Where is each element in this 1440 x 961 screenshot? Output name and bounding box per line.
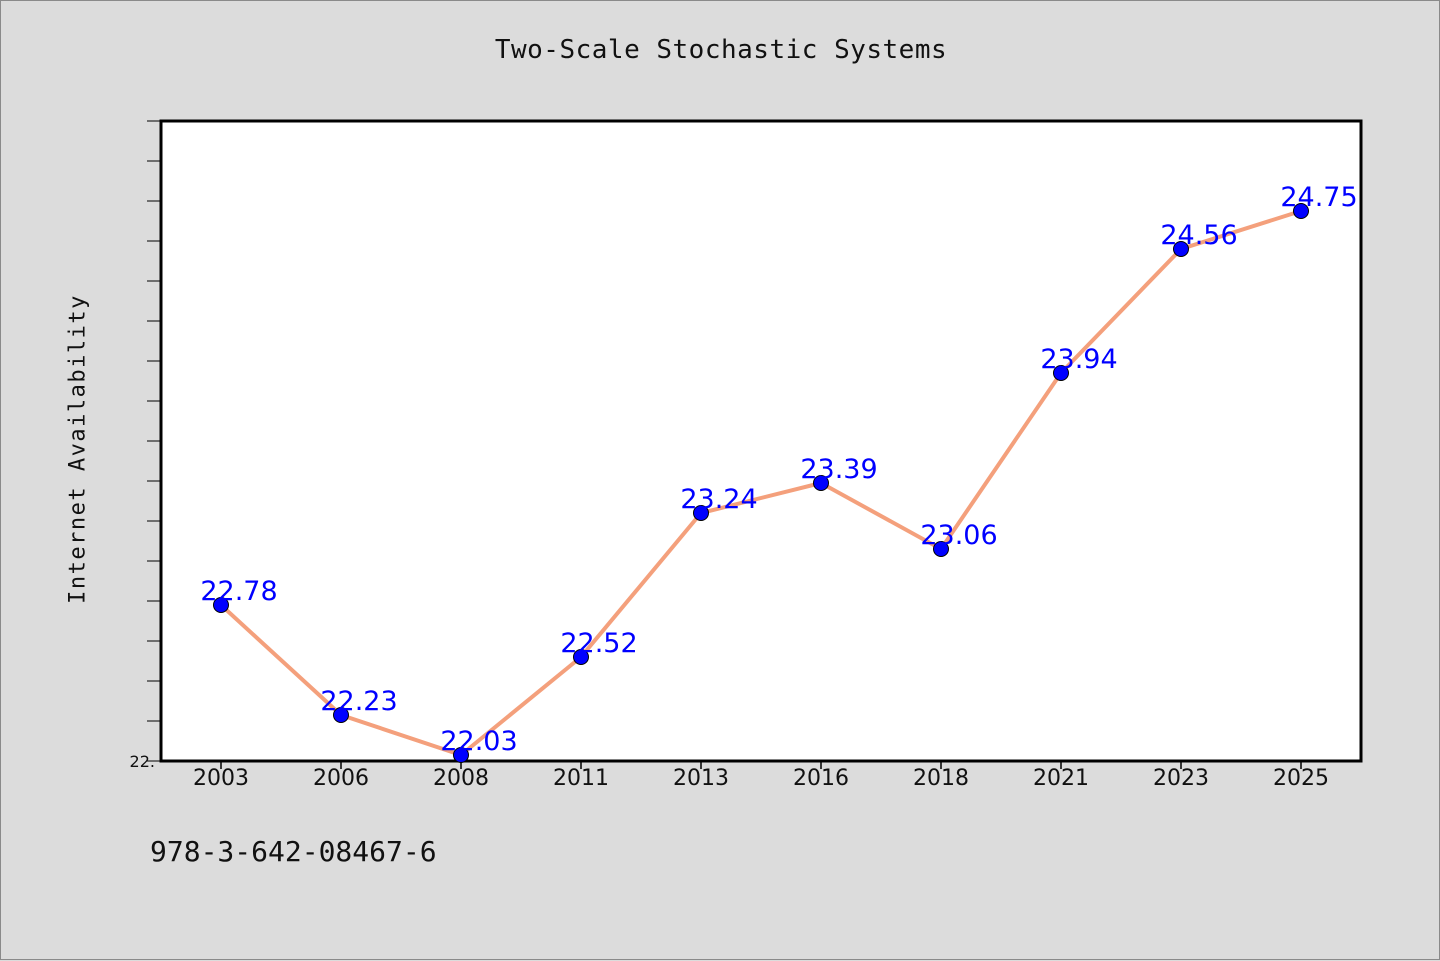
data-point — [1293, 203, 1309, 219]
plot-area — [159, 119, 1363, 763]
data-point — [333, 707, 349, 723]
data-label: 22.78 — [200, 576, 277, 607]
data-label: 23.06 — [920, 520, 997, 551]
x-tick-label: 2006 — [313, 766, 369, 791]
data-point — [453, 747, 469, 763]
x-tick-label: 2021 — [1033, 766, 1089, 791]
x-tick-label: 2008 — [433, 766, 489, 791]
data-label: 23.24 — [680, 484, 757, 515]
data-point — [933, 541, 949, 557]
x-tick-label: 2013 — [673, 766, 729, 791]
x-tick-label: 2016 — [793, 766, 849, 791]
data-label: 22.23 — [320, 686, 397, 717]
data-point — [573, 649, 589, 665]
data-label: 23.94 — [1040, 344, 1117, 375]
x-tick-label: 2018 — [913, 766, 969, 791]
data-label: 22.52 — [560, 628, 637, 659]
x-tick-label: 2023 — [1153, 766, 1209, 791]
data-point — [693, 505, 709, 521]
data-point — [213, 597, 229, 613]
data-point — [813, 475, 829, 491]
data-point — [1053, 365, 1069, 381]
chart-title: Two-Scale Stochastic Systems — [494, 35, 948, 65]
data-label: 24.56 — [1160, 220, 1237, 251]
isbn-code: 978-3-642-08467-6 — [150, 835, 437, 868]
data-label: 24.75 — [1280, 182, 1357, 213]
data-label: 22.03 — [440, 726, 517, 757]
data-point — [1173, 241, 1189, 257]
data-label: 23.39 — [800, 454, 877, 485]
x-tick-label: 2025 — [1273, 766, 1329, 791]
series-line — [219, 209, 1302, 757]
x-tick-label: 2003 — [193, 766, 249, 791]
y-tick-label: 22. — [130, 752, 155, 771]
x-tick-label: 2011 — [553, 766, 609, 791]
